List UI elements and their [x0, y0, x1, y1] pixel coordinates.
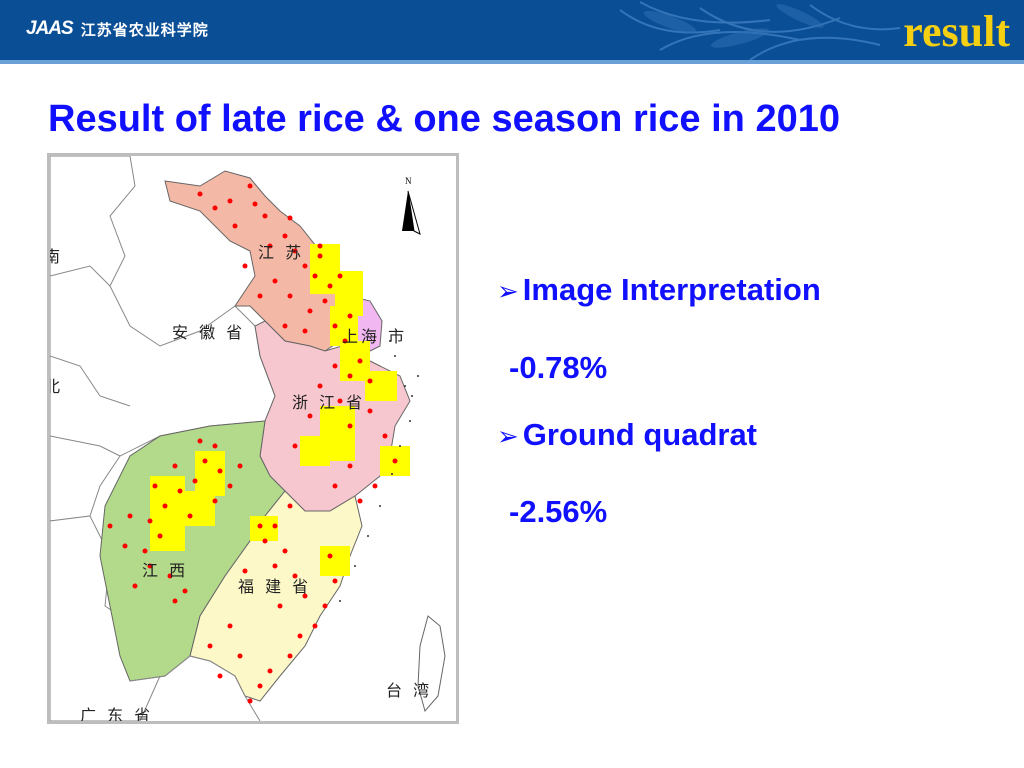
island-taiwan — [417, 615, 446, 713]
north-label: N — [405, 176, 412, 186]
bullet-image-interpretation: ➢ Image Interpretation — [497, 272, 821, 308]
arrow-bullet-icon: ➢ — [497, 277, 519, 307]
logo: JAAS 江苏省农业科学院 — [26, 18, 209, 40]
sample-blocks — [150, 244, 410, 576]
logo-mark: JAAS — [26, 18, 74, 39]
label-anhui: 安 徽 省 — [172, 323, 245, 342]
map-frame: N 江 苏 安 徽 省 上海 市 浙 江 省 江 西 福 建 省 台 湾 广 东… — [47, 153, 459, 724]
rice-sample-map: N 江 苏 安 徽 省 上海 市 浙 江 省 江 西 福 建 省 台 湾 广 东… — [50, 156, 446, 721]
label-taiwan: 台 湾 — [386, 681, 432, 700]
label-shanghai: 上海 市 — [342, 327, 407, 346]
arrow-bullet-icon: ➢ — [497, 422, 519, 452]
logo-text: 江苏省农业科学院 — [80, 20, 209, 39]
label-edge-left-top: 南 — [50, 247, 63, 266]
header-bar: JAAS 江苏省农业科学院 result — [0, 0, 1024, 64]
label-edge-left-mid: 北 — [50, 377, 63, 396]
label-guangdong: 广 东 省 — [80, 706, 153, 721]
label-jiangsu: 江 苏 — [258, 243, 304, 262]
bullet-label: Ground quadrat — [522, 417, 758, 452]
header-divider — [0, 60, 1024, 64]
bullet-label: Image Interpretation — [522, 272, 821, 307]
bullet-value-ground-quadrat: -2.56% — [509, 494, 608, 529]
section-label: result — [903, 7, 1010, 56]
sample-points — [107, 183, 398, 704]
north-arrow-icon — [402, 190, 421, 235]
province-fujian — [189, 490, 363, 702]
label-fujian: 福 建 省 — [238, 577, 311, 596]
bullet-value-image-interpretation: -0.78% — [509, 350, 608, 385]
label-zhejiang: 浙 江 省 — [292, 393, 365, 412]
leaf-decoration-icon — [619, 1, 901, 61]
bullet-ground-quadrat: ➢ Ground quadrat — [497, 417, 757, 453]
slide-title: Result of late rice & one season rice in… — [48, 98, 840, 140]
label-jiangxi: 江 西 — [142, 561, 188, 580]
